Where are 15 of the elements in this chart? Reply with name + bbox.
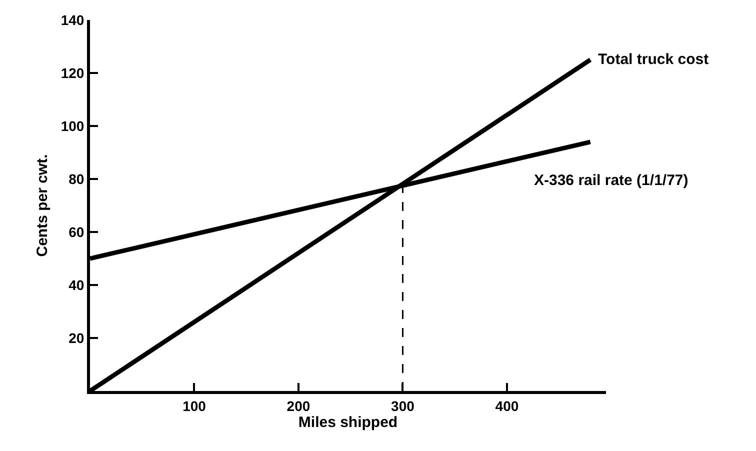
x-tick-label: 100 (182, 398, 206, 414)
y-tick-label: 80 (68, 170, 84, 187)
series-label: X-336 rail rate (1/1/77) (534, 172, 688, 189)
y-tick-label: 20 (68, 330, 84, 346)
y-tick-label: 140 (60, 12, 84, 28)
y-tick-label: 120 (60, 64, 84, 81)
x-tick-label: 300 (391, 398, 415, 414)
x-axis-title: Miles shipped (298, 414, 398, 431)
x-tick-label: 200 (286, 398, 310, 414)
x-tick-label: 400 (495, 398, 519, 414)
y-tick-label: 40 (68, 276, 84, 293)
y-tick-label: 100 (60, 118, 84, 134)
y-tick-label: 60 (68, 224, 84, 240)
y-axis-title: Cents per cwt. (34, 154, 52, 257)
series-label: Total truck cost (598, 51, 709, 68)
